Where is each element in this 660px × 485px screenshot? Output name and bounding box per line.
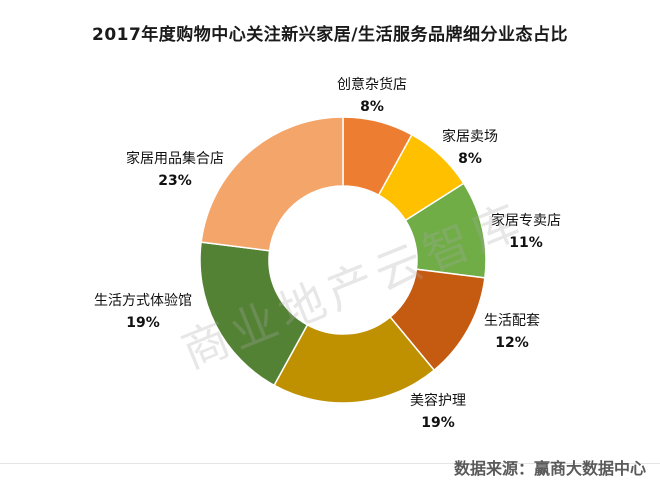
chart-title: 2017年度购物中心关注新兴家居/生活服务品牌细分业态占比 [91, 25, 569, 45]
slice-label-6: 家居用品集合店 23% [126, 148, 224, 192]
slice-value: 8% [458, 151, 482, 167]
slice-name: 家居专卖店 [491, 213, 561, 229]
slice-label-1: 家居卖场 8% [442, 126, 498, 170]
slice-name: 生活配套 [484, 313, 540, 329]
slice-value: 8% [360, 99, 384, 115]
slice-name: 家居用品集合店 [126, 151, 224, 167]
slice-name: 美容护理 [410, 393, 466, 409]
footer-divider [0, 463, 660, 464]
slice-value: 12% [495, 335, 529, 351]
slice-name: 创意杂货店 [337, 77, 407, 93]
slice-label-4: 美容护理 19% [410, 390, 466, 434]
slice-value: 11% [509, 235, 543, 251]
slice-value: 23% [158, 173, 192, 189]
slice-6 [200, 116, 344, 252]
slice-4 [273, 315, 436, 404]
slice-5 [199, 241, 309, 387]
slice-label-0: 创意杂货店 8% [337, 74, 407, 118]
slice-value: 19% [126, 315, 160, 331]
slice-label-2: 家居专卖店 11% [491, 210, 561, 254]
slice-label-5: 生活方式体验馆 19% [94, 290, 192, 334]
slice-name: 生活方式体验馆 [94, 293, 192, 309]
slice-value: 19% [421, 415, 455, 431]
slice-name: 家居卖场 [442, 129, 498, 145]
data-source: 数据来源：赢商大数据中心 [453, 459, 646, 478]
slice-label-3: 生活配套 12% [484, 310, 540, 354]
